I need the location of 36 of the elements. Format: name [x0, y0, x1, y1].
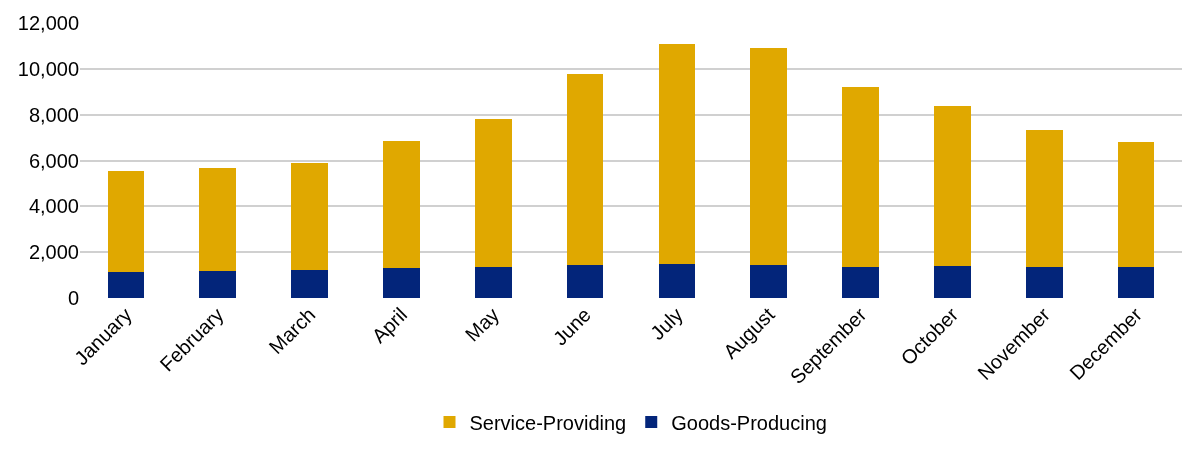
bar — [199, 270, 237, 298]
legend-label: Service-Providing — [469, 411, 627, 434]
bar — [1025, 266, 1063, 298]
bar — [1117, 141, 1155, 267]
bar — [474, 267, 512, 298]
bar — [934, 106, 971, 267]
bar — [566, 265, 604, 298]
bar — [291, 270, 328, 298]
bar — [474, 118, 512, 268]
bar — [934, 266, 971, 298]
bar — [1025, 130, 1063, 267]
y-tick-label: 0 — [67, 287, 79, 309]
bar — [383, 268, 420, 298]
x-tick-label: July — [646, 303, 687, 345]
bar — [199, 167, 237, 271]
bar — [383, 140, 420, 269]
bar — [842, 86, 879, 267]
y-tick-label: 4,000 — [28, 195, 79, 218]
y-tick-label: 2,000 — [28, 241, 79, 264]
x-tick-label: June — [548, 303, 595, 350]
bar — [658, 263, 696, 298]
x-tick-label: May — [460, 303, 504, 346]
bar — [1117, 266, 1155, 298]
bar — [658, 43, 696, 264]
bar — [291, 162, 328, 271]
y-tick-label: 12,000 — [17, 12, 79, 34]
bar — [566, 73, 604, 265]
bar — [107, 271, 145, 298]
bar — [750, 264, 788, 298]
bar — [750, 47, 788, 265]
bar — [842, 266, 879, 298]
y-tick-label: 6,000 — [28, 149, 79, 172]
legend-label: Goods-Producing — [671, 411, 827, 434]
y-tick-label: 8,000 — [28, 103, 79, 126]
y-tick-label: 10,000 — [17, 57, 79, 80]
bar — [107, 170, 145, 272]
